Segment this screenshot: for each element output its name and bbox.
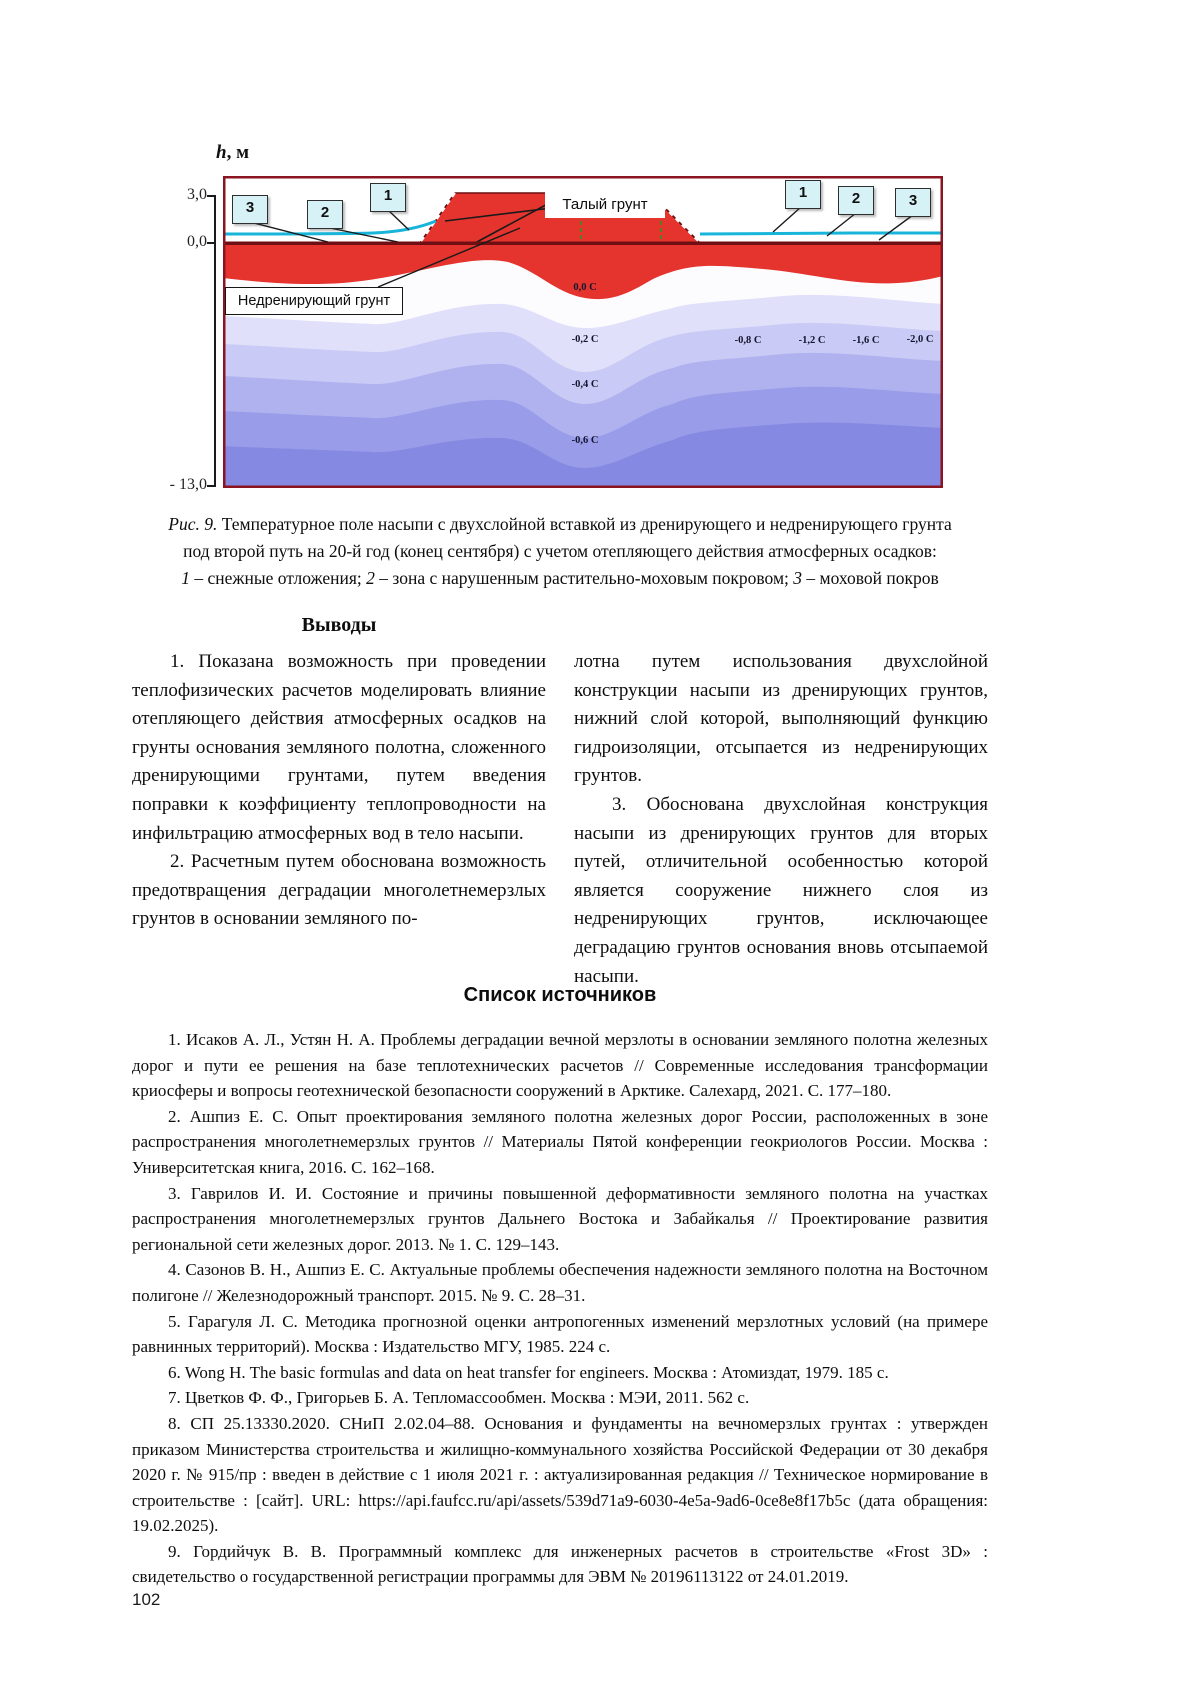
snow-line xyxy=(699,231,943,236)
conclusions-column-right: лотна путем использования двухслойной ко… xyxy=(574,648,988,991)
conclusion-paragraph-2-end: лотна путем использования двухслойной ко… xyxy=(574,651,988,787)
figure-axis-title: h, м xyxy=(216,142,249,164)
figure-number: Рис. 9. xyxy=(168,514,218,534)
reference-item: 9. Гордийчук В. В. Программный комплекс … xyxy=(132,1541,988,1587)
conclusion-paragraph-1: 1. Показана возможность при проведении т… xyxy=(132,651,546,844)
conclusions-column-left: 1. Показана возможность при проведении т… xyxy=(132,648,546,934)
figure-caption: Рис. 9. Температурное поле насыпи с двух… xyxy=(132,511,988,592)
axis-tick-minus13: - 13,0 xyxy=(169,476,207,493)
conclusion-paragraph-2-start: 2. Расчетным путем обоснована возможност… xyxy=(132,851,546,930)
y-axis-tickmark xyxy=(207,485,215,487)
caption-legend: 1 – снежные отложения; 2 – зона с наруше… xyxy=(181,568,939,588)
temperature-field-svg xyxy=(223,176,943,488)
marker-3-left: 3 xyxy=(232,195,268,224)
axis-tick-3: 3,0 xyxy=(187,186,207,203)
caption-line-2: под второй путь на 20-й год (конец сентя… xyxy=(183,541,937,561)
conclusions-heading: Выводы xyxy=(301,614,377,636)
isotherm--0.4: -0,4 C xyxy=(571,379,599,390)
reference-item: 1. Исаков А. Л., Устян Н. А. Проблемы де… xyxy=(132,1030,988,1101)
y-axis-line xyxy=(214,195,216,487)
isotherm--1.6: -1,6 C xyxy=(852,335,880,346)
axis-variable: h xyxy=(216,142,227,163)
isotherm--0.2: -0,2 C xyxy=(571,334,599,345)
marker-1-right: 1 xyxy=(785,180,821,209)
isotherm--0.6: -0,6 C xyxy=(571,435,599,446)
plot-frame xyxy=(223,176,943,488)
conclusion-paragraph-3: 3. Обоснована двухслойная конструкция на… xyxy=(574,793,988,987)
y-axis-tickmark xyxy=(207,242,215,244)
reference-item: 4. Сазонов В. Н., Ашпиз Е. С. Актуальные… xyxy=(132,1260,988,1305)
reference-item: 8. СП 25.13330.2020. СНиП 2.02.04–88. Ос… xyxy=(132,1413,988,1536)
reference-item: 3. Гаврилов И. И. Состояние и причины по… xyxy=(132,1183,988,1254)
axis-unit: , м xyxy=(226,142,250,163)
marker-2-right: 2 xyxy=(838,186,874,215)
references-list: 1. Исаков А. Л., Устян Н. А. Проблемы де… xyxy=(132,1027,988,1590)
reference-item: 5. Гарагуля Л. С. Методика прогнозной оц… xyxy=(132,1311,988,1357)
isotherm--2.0: -2,0 C xyxy=(906,334,934,345)
isotherm--1.2: -1,2 C xyxy=(798,335,826,346)
isotherm-0.0: 0,0 C xyxy=(573,282,597,293)
marker-3-right: 3 xyxy=(895,188,931,217)
isotherm--0.8: -0,8 C xyxy=(734,335,762,346)
temperature-field-plot: 3 2 1 1 2 3 Талый грунт Недренирующий гр… xyxy=(223,176,943,488)
ground-line xyxy=(223,241,943,245)
snow-line xyxy=(223,219,437,236)
caption-line-1: Рис. 9. Температурное поле насыпи с двух… xyxy=(168,514,952,534)
reference-item: 6. Wong H. The basic formulas and data o… xyxy=(168,1362,889,1382)
marker-1-left: 1 xyxy=(370,183,406,212)
reference-item: 7. Цветков Ф. Ф., Григорьев Б. А. Теплом… xyxy=(168,1388,750,1408)
page-number: 102 xyxy=(132,1590,161,1609)
marker-2-left: 2 xyxy=(307,200,343,229)
nondraining-soil-label: Недренирующий грунт xyxy=(225,287,403,315)
thawed-soil-label: Талый грунт xyxy=(545,192,665,218)
y-axis-tickmark xyxy=(207,195,215,197)
reference-item: 2. Ашпиз Е. С. Опыт проектирования земля… xyxy=(132,1106,988,1177)
axis-tick-0: 0,0 xyxy=(187,233,207,250)
references-heading: Список источников xyxy=(463,984,657,1006)
